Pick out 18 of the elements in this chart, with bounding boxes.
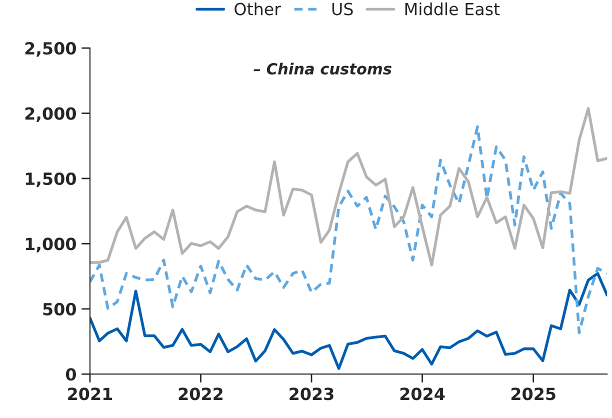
line-series [90,125,608,334]
y-tick-label: 1,500 [26,172,76,188]
line-series [90,272,608,370]
legend-label: US [332,2,353,16]
x-tick-label: 2021 [68,388,112,400]
y-tick-label: 2,500 [25,42,76,57]
x-tick-label: 2022 [178,388,222,400]
legend-label: Middle East [405,2,500,16]
x-tick-label: 2023 [290,388,334,400]
y-tick-label: 0 [66,368,76,381]
y-tick-label: 2,000 [25,107,76,122]
x-tick-label: 2025 [511,388,556,400]
y-tick-label: 1,000 [26,238,76,252]
legend-label: Other [234,2,281,16]
annotation: – China customs [254,62,392,75]
x-tick-label: 2024 [400,388,445,400]
line-series [90,107,608,266]
y-tick-label: 500 [43,302,76,316]
